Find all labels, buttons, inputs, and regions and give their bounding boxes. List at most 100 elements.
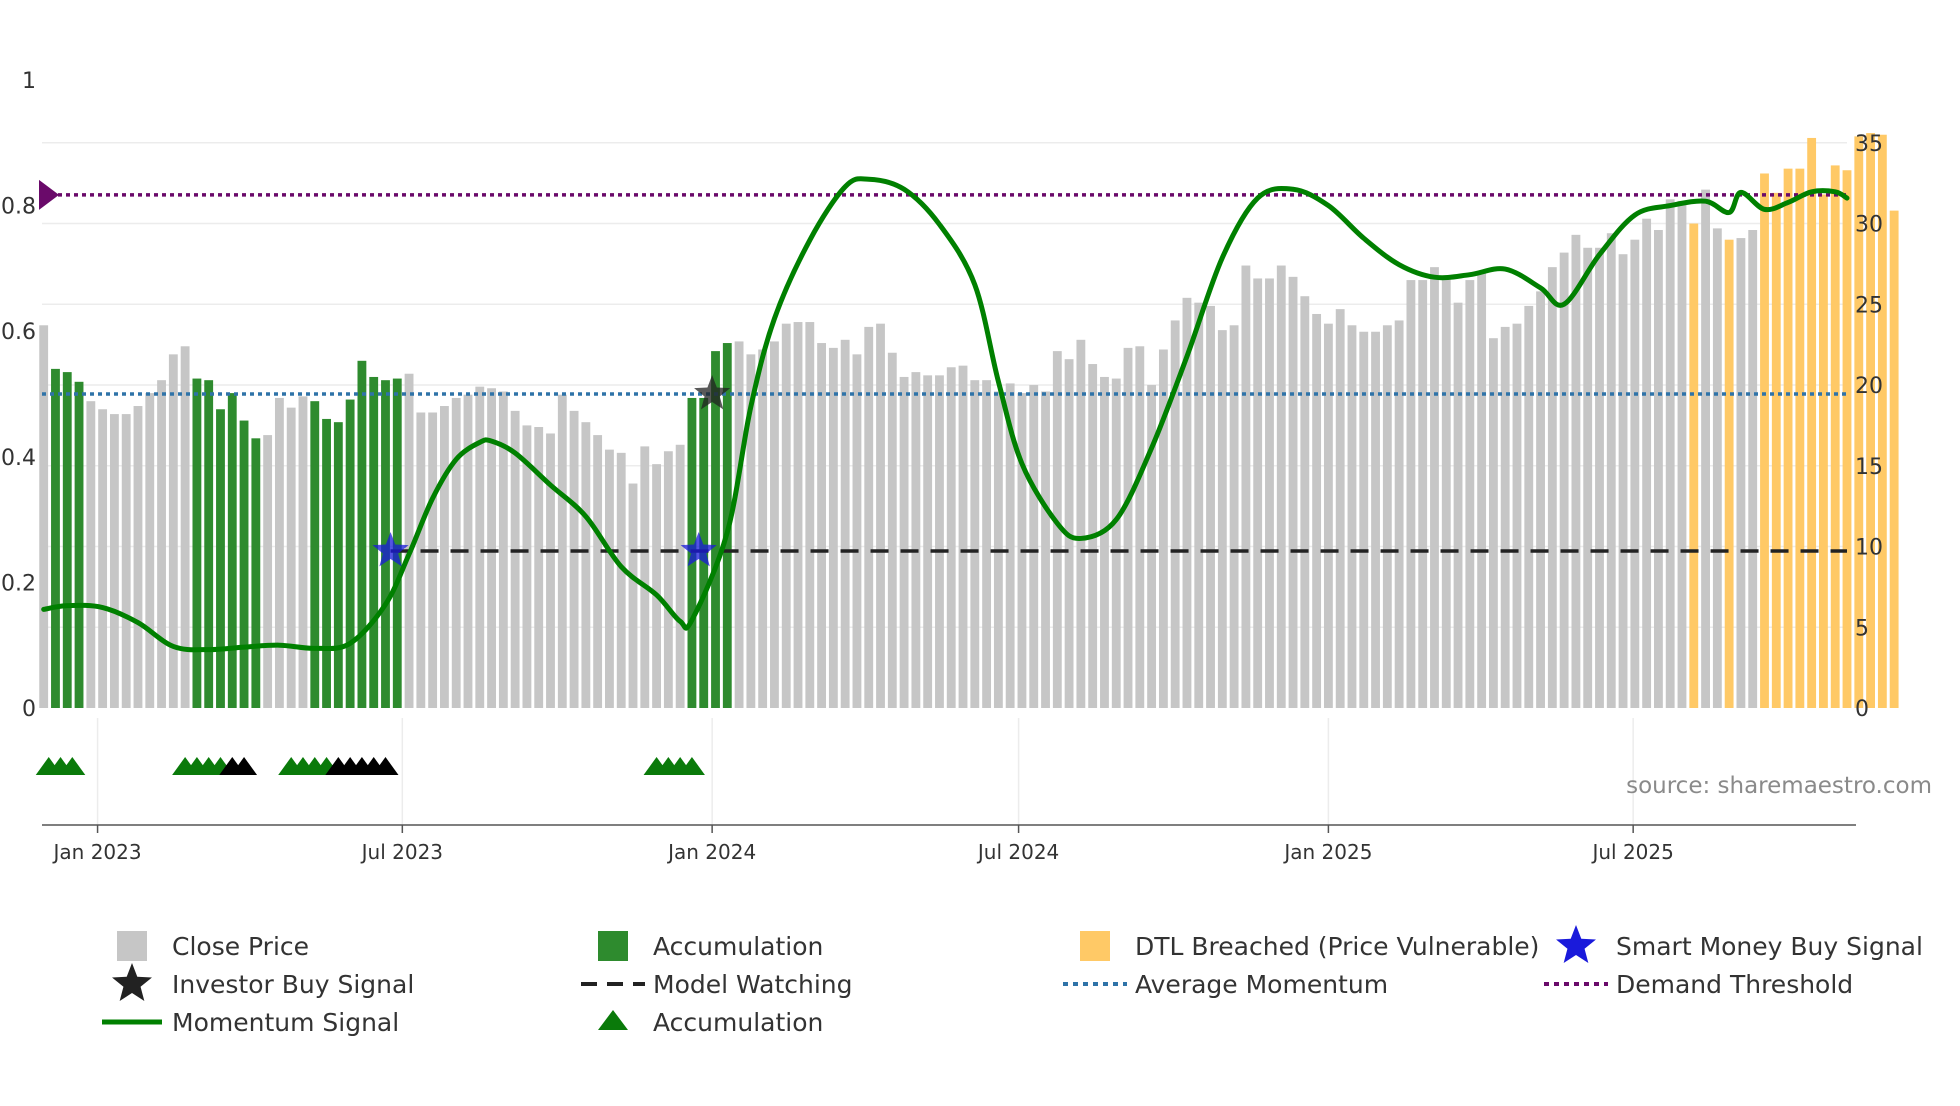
close-price-bar: [970, 380, 980, 708]
close-price-bar: [958, 365, 968, 708]
accumulation-bar: [345, 399, 355, 708]
dtl-breached-bar: [1783, 168, 1793, 709]
right-axis-tick: 5: [1855, 616, 1869, 641]
close-price-bar: [286, 407, 296, 708]
close-price-bar: [1406, 280, 1416, 708]
close-price-bar: [1076, 339, 1086, 708]
close-price-bar: [1335, 309, 1345, 708]
close-price-bar: [1123, 347, 1133, 708]
investor-buy-marker: [694, 375, 731, 410]
close-price-bar: [1265, 278, 1274, 708]
close-price-bar: [1653, 230, 1663, 708]
marker-layer: [35, 375, 731, 775]
close-price-bar: [534, 427, 544, 708]
legend-label: Demand Threshold: [1616, 970, 1853, 999]
accumulation-bar: [216, 409, 225, 708]
close-price-bar: [1606, 233, 1616, 708]
legend-item: Smart Money Buy Signal: [1556, 925, 1923, 963]
close-price-bar: [1194, 302, 1204, 708]
close-price-bar: [109, 414, 119, 708]
close-price-bar: [1217, 330, 1227, 708]
close-price-bar: [911, 372, 921, 708]
legend-label: Model Watching: [653, 970, 853, 999]
dtl-breached-bar: [1854, 136, 1864, 708]
legend-item: Average Momentum: [1063, 970, 1388, 999]
close-price-bar: [98, 409, 108, 708]
close-price-bar: [923, 375, 933, 708]
accumulation-bar: [310, 401, 320, 708]
left-axis-tick: 0.4: [1, 446, 36, 471]
grid-layer: [42, 142, 1847, 825]
close-price-bar: [557, 394, 567, 708]
accumulation-bar: [227, 393, 237, 708]
close-price-bar: [1170, 320, 1180, 708]
right-axis-tick: 20: [1855, 374, 1883, 399]
x-axis-tick: Jan 2024: [666, 840, 756, 864]
dtl-breached-bar: [1771, 192, 1781, 708]
close-price-bar: [1512, 323, 1522, 708]
right-axis-tick: 15: [1855, 455, 1883, 480]
bar-layer: [39, 133, 1899, 709]
close-price-bar: [581, 422, 591, 708]
left-axis-tick: 0.6: [1, 320, 36, 345]
close-price-bar: [1418, 280, 1428, 708]
accumulation-bar: [381, 380, 390, 708]
close-price-bar: [616, 452, 626, 708]
close-price-bar: [1229, 325, 1239, 708]
legend-swatch-square: [598, 931, 628, 961]
close-price-bar: [876, 323, 885, 708]
close-price-bar: [1736, 238, 1746, 708]
close-price-bar: [1500, 326, 1510, 708]
close-price-bar: [746, 354, 756, 708]
accumulation-bar: [239, 420, 249, 708]
demand-threshold-marker: [39, 179, 59, 210]
legend-triangle-icon: [598, 1010, 628, 1030]
x-axis-tick: Jul 2025: [1590, 840, 1673, 864]
close-price-bar: [864, 326, 874, 708]
close-price-bar: [1029, 385, 1039, 708]
dtl-breached-bar: [1830, 165, 1840, 708]
close-price-bar: [899, 376, 909, 708]
legend-swatch-square: [117, 931, 147, 961]
legend-item: Model Watching: [581, 970, 853, 999]
legend-item: Accumulation: [598, 931, 823, 961]
close-price-bar: [546, 433, 555, 708]
accumulation-triangle: [59, 757, 86, 775]
x-axis-tick: Jul 2023: [360, 840, 443, 864]
close-price-bar: [1618, 254, 1628, 708]
close-price-bar: [781, 323, 791, 708]
close-price-bar: [593, 435, 603, 708]
close-price-bar: [157, 380, 166, 708]
legend-swatch-square: [1080, 931, 1110, 961]
close-price-bar: [569, 410, 579, 708]
close-price-bar: [1371, 331, 1380, 708]
close-price-bar: [817, 343, 827, 708]
close-price-bar: [1147, 385, 1157, 708]
close-price-bar: [1241, 265, 1251, 708]
close-price-bar: [1559, 252, 1569, 708]
accumulation-bar: [357, 360, 367, 708]
legend-label: Accumulation: [653, 1008, 823, 1037]
close-price-bar: [1465, 280, 1475, 708]
close-price-bar: [1382, 325, 1392, 708]
close-price-bar: [1642, 218, 1652, 708]
close-price-bar: [770, 341, 779, 708]
right-axis-tick: 25: [1855, 293, 1883, 318]
close-price-bar: [1347, 325, 1357, 708]
close-price-bar: [1300, 296, 1310, 708]
accumulation-bar: [62, 372, 72, 708]
smart-money-buy-marker: [372, 532, 409, 567]
close-price-bar: [1041, 391, 1050, 708]
dtl-breached-bar: [1889, 210, 1899, 708]
close-price-bar: [628, 483, 638, 708]
close-price-bar: [1665, 199, 1675, 708]
close-price-bar: [605, 449, 614, 708]
close-price-bar: [298, 396, 308, 708]
dtl-breached-bar: [1877, 134, 1887, 708]
close-price-bar: [1441, 278, 1451, 708]
accumulation-bar: [192, 378, 202, 708]
x-axis-tick: Jul 2024: [976, 840, 1059, 864]
legend-item: Investor Buy Signal: [112, 963, 414, 1001]
legend-label: Momentum Signal: [172, 1008, 399, 1037]
close-price-bar: [1748, 230, 1758, 708]
